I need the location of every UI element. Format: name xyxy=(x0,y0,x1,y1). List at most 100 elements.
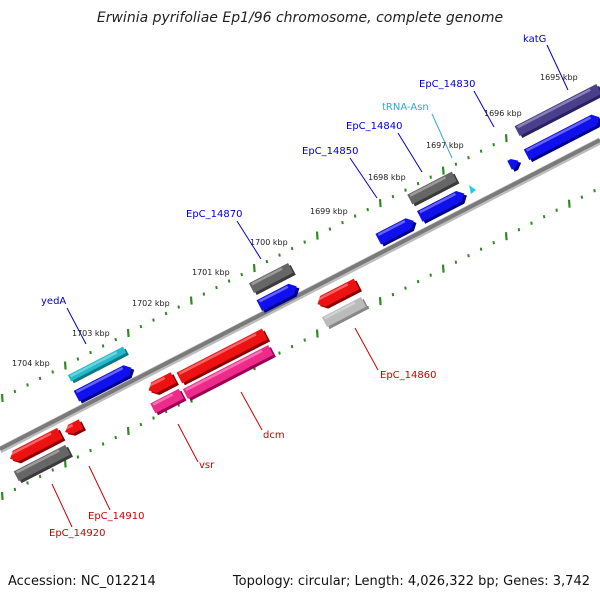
feature-vsr-highlight xyxy=(148,376,166,388)
feature-small[interactable] xyxy=(507,156,523,173)
tick-dot xyxy=(391,194,395,199)
feature-small-red-body xyxy=(65,419,84,434)
tick-dot xyxy=(504,232,508,241)
tick-dot xyxy=(152,318,155,322)
gene-label-EpC_14860[interactable]: EpC_14860 xyxy=(380,370,436,381)
feature-vsr-body xyxy=(148,372,177,393)
feature-EpC_14860-grey-highlight xyxy=(324,301,356,320)
feature-EpC_14920[interactable] xyxy=(7,427,66,467)
feature-katG-inner-body xyxy=(523,114,600,161)
feature-small-red-highlight xyxy=(64,423,74,430)
feature-EpC_14840-body xyxy=(417,190,465,222)
feature-EpC_14870-body xyxy=(256,283,297,311)
feature-katG[interactable] xyxy=(514,83,600,138)
feature-yedA-body xyxy=(73,365,132,402)
feature-EpC_14870[interactable] xyxy=(256,280,303,313)
tick-dot xyxy=(240,272,243,277)
feature-small-body xyxy=(507,159,519,170)
tick-label-1704: 1704 kbp xyxy=(12,359,50,368)
feature-yedA-cyan[interactable] xyxy=(67,346,129,384)
feature-EpC_14860[interactable] xyxy=(315,278,363,312)
tick-dot xyxy=(467,155,470,160)
tick-dot xyxy=(303,338,306,342)
gene-label-yedA[interactable]: yedA xyxy=(41,296,66,307)
tick-dot xyxy=(0,393,4,403)
tick-dot xyxy=(303,240,306,244)
feature-vsr-pink[interactable] xyxy=(150,388,187,416)
tick-dot xyxy=(202,292,206,296)
feature-EpC_14860-grey[interactable] xyxy=(321,296,369,329)
feature-EpC_14870-grey[interactable] xyxy=(248,262,296,295)
feature-EpC_14830-grey-body xyxy=(407,171,457,205)
feature-EpC_14830-grey[interactable] xyxy=(407,171,460,207)
feature-EpC_14910-grey[interactable] xyxy=(13,444,74,484)
map-title: Erwinia pyrifoliae Ep1/96 chromosome, co… xyxy=(96,10,504,26)
tick-dot xyxy=(252,263,256,273)
tick-dot xyxy=(441,166,445,175)
feature-EpC_14840[interactable] xyxy=(417,188,470,225)
tick-dot xyxy=(126,328,130,338)
tick-dot xyxy=(341,220,344,225)
feature-vsr[interactable] xyxy=(146,372,179,399)
leader-EpC_14850 xyxy=(349,157,378,199)
feature-EpC_14860-body xyxy=(317,278,360,307)
tick-dot xyxy=(315,231,319,240)
tick-dot xyxy=(0,491,4,501)
tick-dot xyxy=(517,227,521,232)
gene-label-katG[interactable]: katG xyxy=(523,34,546,45)
tick-dot xyxy=(38,376,42,381)
tick-dot xyxy=(13,487,17,492)
tick-dot xyxy=(366,207,369,212)
tick-dot xyxy=(441,264,445,273)
feature-EpC_14830-grey-highlight xyxy=(409,176,447,197)
leader-EpC_14840 xyxy=(397,132,423,173)
feature-yedA-cyan-highlight xyxy=(70,351,118,378)
gene-label-EpC_14830[interactable]: EpC_14830 xyxy=(419,79,475,90)
leader-vsr xyxy=(177,423,199,463)
tick-label-1700: 1700 kbp xyxy=(250,238,288,247)
gene-label-EpC_14850[interactable]: EpC_14850 xyxy=(302,146,358,157)
tick-dot xyxy=(353,214,357,218)
feature-tRNA-Asn[interactable] xyxy=(469,185,476,194)
gene-label-EpC_14870[interactable]: EpC_14870 xyxy=(186,209,242,220)
feature-katG-inner[interactable] xyxy=(523,111,600,163)
tick-label-1695: 1695 kbp xyxy=(540,73,578,82)
gene-label-EpC_14910[interactable]: EpC_14910 xyxy=(88,511,144,522)
feature-dcm-pink[interactable] xyxy=(182,344,276,401)
tick-dot xyxy=(126,426,130,436)
gene-label-dcm[interactable]: dcm xyxy=(263,430,285,441)
tick-dot xyxy=(278,351,281,355)
tick-dot xyxy=(467,253,470,258)
tick-dot xyxy=(593,188,596,193)
feature-EpC_14870-grey-highlight xyxy=(251,267,283,286)
tick-dot xyxy=(504,134,508,143)
tick-label-1703: 1703 kbp xyxy=(72,329,110,338)
forward-tick-track xyxy=(0,90,596,403)
feature-yedA[interactable] xyxy=(73,362,137,404)
gene-label-EpC_14840[interactable]: EpC_14840 xyxy=(346,121,402,132)
tick-dot xyxy=(76,455,80,459)
tick-dot xyxy=(542,214,546,219)
tick-dot xyxy=(378,297,382,306)
feature-dcm[interactable] xyxy=(176,328,271,386)
feature-katG-inner-highlight xyxy=(526,116,592,152)
tick-label-1696: 1696 kbp xyxy=(484,109,522,118)
feature-EpC_14850[interactable] xyxy=(375,215,419,247)
tick-dot xyxy=(404,188,407,192)
gene-label-vsr[interactable]: vsr xyxy=(199,460,215,471)
feature-yedA-highlight xyxy=(75,367,124,394)
feature-dcm-pink-body xyxy=(182,345,274,399)
leader-katG xyxy=(546,44,569,91)
feature-yedA-cyan-body xyxy=(67,346,127,382)
tick-dot xyxy=(215,285,218,290)
tick-dot xyxy=(89,350,92,355)
leader-yedA xyxy=(66,307,87,345)
feature-EpC_14850-highlight xyxy=(377,220,406,237)
tick-dot xyxy=(555,208,558,212)
feature-dcm-highlight xyxy=(178,333,257,375)
tick-dot xyxy=(63,361,67,370)
feature-small-red[interactable] xyxy=(63,419,86,439)
gene-label-tRNA-Asn[interactable]: tRNA-Asn xyxy=(382,102,429,113)
gene-label-EpC_14920[interactable]: EpC_14920 xyxy=(49,528,105,539)
feature-EpC_14910-grey-highlight xyxy=(15,449,60,474)
